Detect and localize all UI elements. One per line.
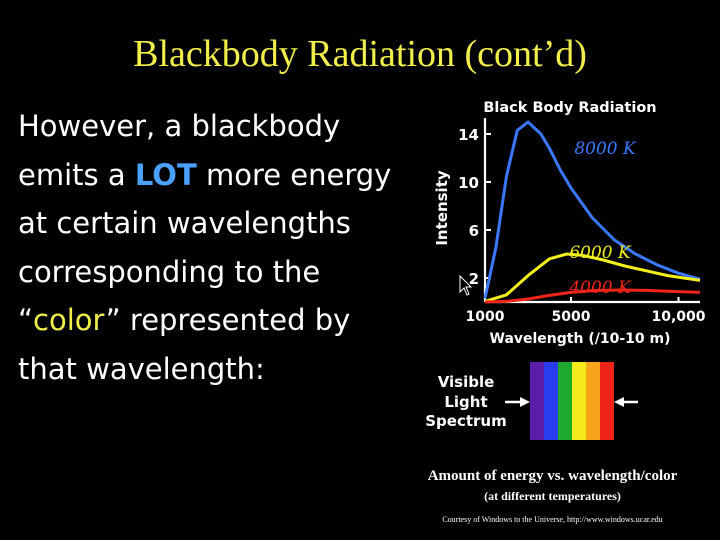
- body-text: However, a blackbody emits a LOT more en…: [18, 102, 398, 393]
- spectrum-band: [586, 362, 600, 440]
- series-line: [484, 252, 701, 303]
- spectrum-label-line: Visible: [438, 373, 495, 391]
- chart-title: Black Body Radiation: [483, 100, 656, 116]
- series-label: 8000 K: [574, 139, 637, 159]
- credit-text: Courtesy of Windows to the Universe, htt…: [442, 515, 663, 524]
- caption-sub: (at different temperatures): [484, 489, 621, 503]
- body-text-part3: ” represented by that wavelength:: [18, 303, 351, 386]
- y-tick-label: 2: [469, 270, 479, 288]
- spectrum-band: [530, 362, 544, 440]
- series-label: 4000 K: [568, 278, 632, 298]
- x-tick-label: 5000: [552, 309, 591, 325]
- cursor-icon: [459, 274, 473, 296]
- y-tick-label: 6: [469, 222, 479, 240]
- body-text-part1: However, a blackbody emits a: [18, 109, 341, 192]
- spectrum-label-line: Spectrum: [425, 412, 506, 430]
- caption-main: Amount of energy vs. wavelength/color: [427, 468, 678, 484]
- y-tick-label: 14: [458, 126, 479, 144]
- spectrum-band: [544, 362, 558, 440]
- spectrum-band: [600, 362, 614, 440]
- spectrum-band: [558, 362, 572, 440]
- spectrum-band: [572, 362, 586, 440]
- spectrum-label-line: Light: [444, 393, 487, 411]
- body-text-color: color: [33, 303, 106, 337]
- arrow-left-icon: [614, 397, 624, 407]
- body-text-lot: LOT: [134, 157, 197, 192]
- y-axis-label: Intensity: [433, 170, 451, 246]
- x-tick-label: 10,000: [651, 309, 705, 325]
- series-line: [484, 288, 701, 304]
- series-label: 6000 K: [569, 243, 632, 263]
- y-tick-label: 10: [458, 174, 479, 192]
- body-text-part2: more energy at certain wavelengths corre…: [18, 157, 392, 338]
- series-line: [483, 120, 701, 299]
- x-tick-label: 1000: [466, 309, 505, 325]
- x-axis-label: Wavelength (/10-10 m): [490, 331, 671, 347]
- arrow-right-icon: [520, 397, 530, 407]
- slide-title: Blackbody Radiation (cont’d): [133, 33, 587, 75]
